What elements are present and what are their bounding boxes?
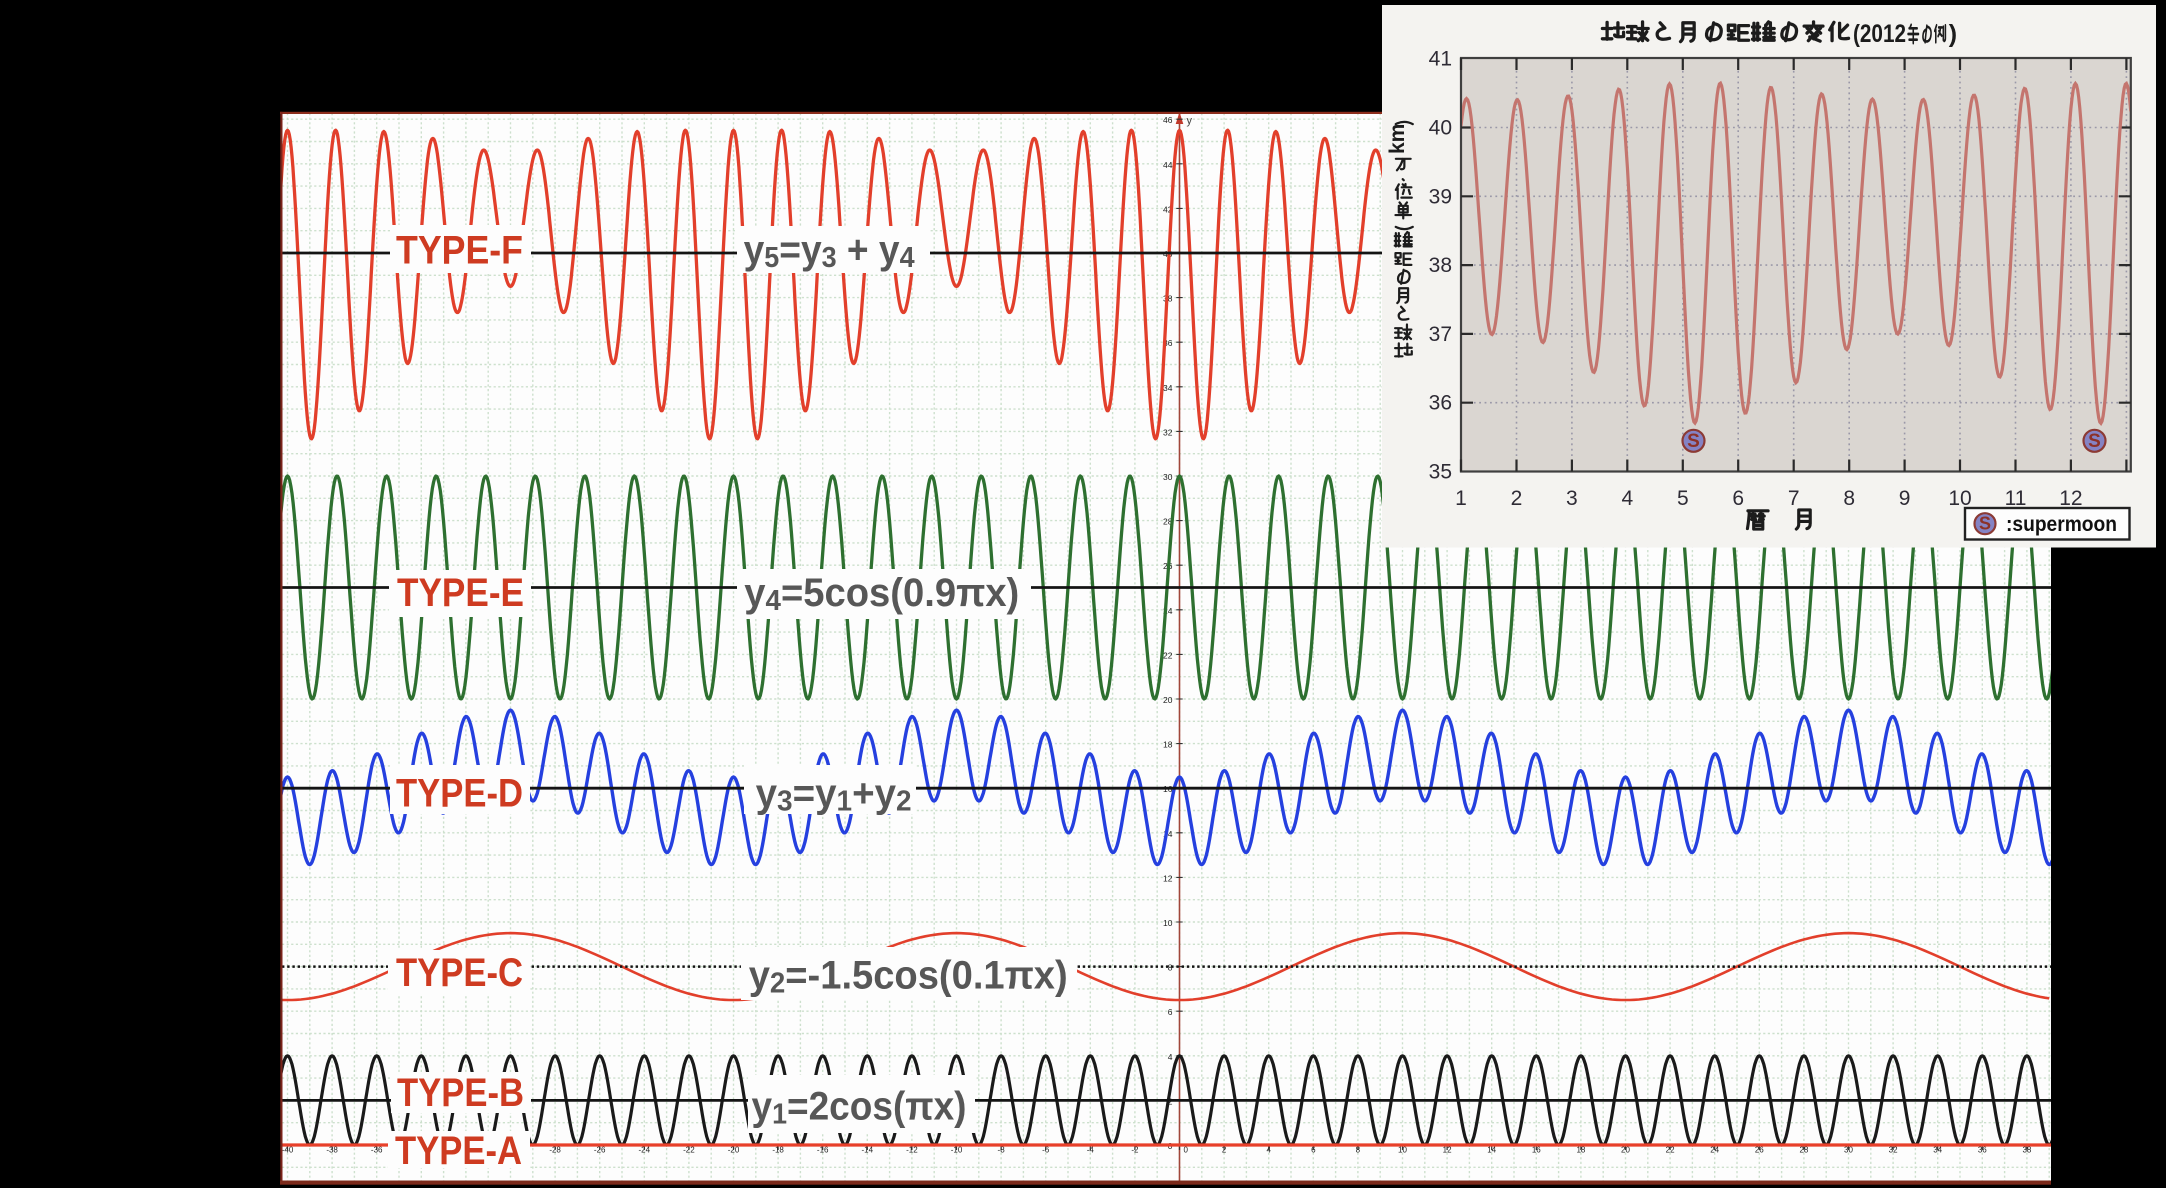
- svg-text:24: 24: [1163, 606, 1173, 616]
- svg-text:20: 20: [1163, 695, 1173, 705]
- svg-text:30: 30: [1163, 472, 1173, 482]
- svg-text:S: S: [1687, 431, 1700, 452]
- svg-text:12: 12: [1163, 873, 1173, 883]
- svg-text:18: 18: [1163, 740, 1173, 750]
- svg-text:11: 11: [2005, 487, 2027, 510]
- svg-text:TYPE-B: TYPE-B: [397, 1071, 524, 1115]
- svg-text:4: 4: [1621, 487, 1633, 510]
- svg-text:46: 46: [1163, 115, 1173, 125]
- svg-text:40: 40: [1429, 117, 1452, 140]
- svg-text:22: 22: [1163, 650, 1173, 660]
- svg-text:8: 8: [1168, 963, 1173, 973]
- svg-text:38: 38: [1429, 254, 1452, 277]
- svg-text:28: 28: [1163, 517, 1173, 527]
- svg-text:y4​=5cos(0.9πx): y4​=5cos(0.9πx): [744, 571, 1019, 617]
- svg-text:): ): [1949, 20, 1957, 48]
- svg-text:TYPE-D: TYPE-D: [396, 771, 523, 815]
- svg-text:S: S: [1979, 514, 1991, 534]
- svg-text:39: 39: [1429, 185, 1452, 208]
- svg-text:42: 42: [1163, 204, 1173, 214]
- svg-text:6: 6: [1168, 1007, 1173, 1017]
- svg-text:y3​=y1​+y2​: y3​=y1​+y2​: [756, 771, 912, 817]
- svg-text:6: 6: [1732, 487, 1744, 510]
- svg-text:4: 4: [1168, 1052, 1173, 1062]
- svg-text:44: 44: [1163, 160, 1173, 170]
- svg-text:34: 34: [1163, 383, 1173, 393]
- svg-text:y2​=-1.5cos(0.1πx): y2​=-1.5cos(0.1πx): [749, 953, 1068, 999]
- svg-text:12: 12: [2059, 487, 2082, 510]
- svg-text:TYPE-A: TYPE-A: [395, 1129, 522, 1173]
- svg-text:35: 35: [1429, 461, 1452, 484]
- svg-text::supermoon: :supermoon: [2006, 513, 2117, 536]
- svg-text:8: 8: [1843, 487, 1855, 510]
- svg-text:36: 36: [1163, 338, 1173, 348]
- svg-text:37: 37: [1429, 323, 1452, 346]
- svg-text:10: 10: [1948, 487, 1971, 510]
- svg-text:(2012: (2012: [1853, 20, 1906, 48]
- svg-text:S: S: [2088, 431, 2101, 452]
- svg-text:km: km: [1386, 124, 1409, 154]
- svg-text:1: 1: [1455, 487, 1467, 510]
- svg-text:10: 10: [1163, 918, 1173, 928]
- svg-text:TYPE-F: TYPE-F: [396, 229, 523, 273]
- svg-text:5: 5: [1677, 487, 1689, 510]
- svg-text:36: 36: [1429, 392, 1452, 415]
- svg-text:7: 7: [1788, 487, 1800, 510]
- svg-text:y1​=2cos(πx): y1​=2cos(πx): [752, 1084, 967, 1130]
- svg-text:TYPE-E: TYPE-E: [397, 571, 524, 615]
- svg-text:41: 41: [1429, 48, 1452, 71]
- svg-text:9: 9: [1899, 487, 1911, 510]
- svg-text:0: 0: [1184, 1146, 1189, 1155]
- svg-text:3: 3: [1566, 487, 1578, 510]
- svg-text:32: 32: [1163, 427, 1173, 437]
- svg-text:TYPE-C: TYPE-C: [396, 951, 523, 995]
- svg-text:2: 2: [1511, 487, 1523, 510]
- svg-text:y: y: [1187, 115, 1193, 127]
